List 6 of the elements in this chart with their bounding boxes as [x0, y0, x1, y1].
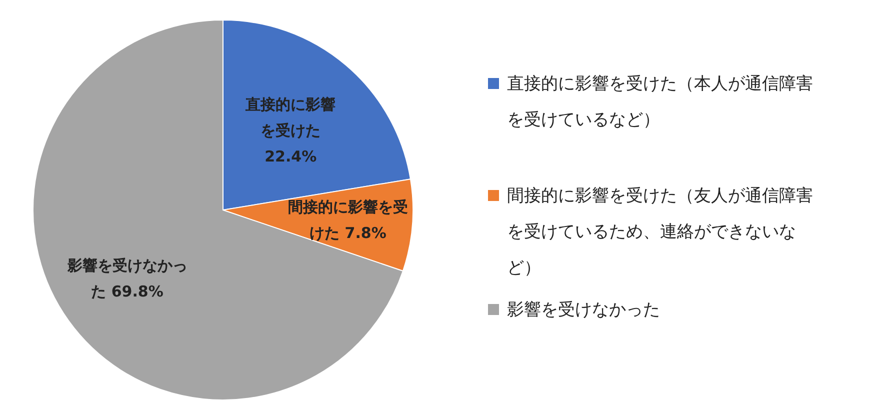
legend-label: 間接的に影響を受けた（友人が通信障害を受けているため、連絡ができないなど）: [507, 185, 814, 280]
data-label: 間接的に影響を受けた 7.8%: [288, 198, 408, 242]
legend-label: 直接的に影響を受けた（本人が通信障害を受けているなど）: [507, 73, 814, 132]
data-label: 直接的に影響を受けた 22.4%: [244, 95, 336, 166]
legend-label: 影響を受けなかった: [507, 299, 660, 322]
data-label: 影響を受けなかった 69.8%: [66, 256, 188, 301]
